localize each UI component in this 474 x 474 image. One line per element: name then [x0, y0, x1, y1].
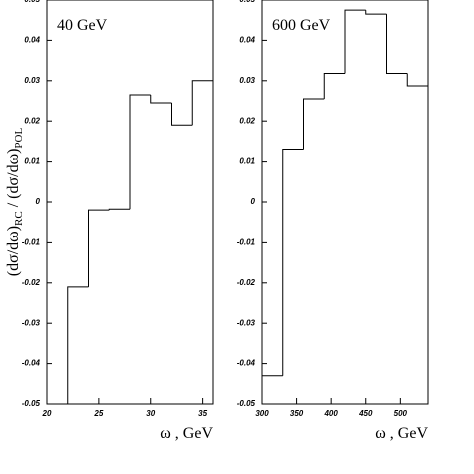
y-tick-label: 0.02 — [239, 116, 255, 125]
x-tick-label: 300 — [255, 409, 269, 418]
histogram-step — [67, 286, 89, 404]
y-tick-label: -0.01 — [22, 238, 41, 247]
y-tick-label: 0 — [36, 197, 41, 206]
y-tick-label: 0.01 — [239, 157, 255, 166]
histogram-step — [150, 94, 172, 104]
y-label-sub: POL — [13, 128, 25, 149]
histogram-step — [303, 98, 325, 150]
y-tick-label: -0.05 — [22, 399, 41, 408]
y-tick-label: 0.03 — [24, 76, 40, 85]
y-tick-label: 0 — [251, 197, 256, 206]
histogram-step — [386, 14, 408, 75]
annotation: 600 GeV — [272, 17, 331, 34]
y-tick-label: 0.04 — [239, 36, 255, 45]
y-tick-label: -0.03 — [22, 318, 41, 327]
y-tick-label: 0.05 — [239, 0, 255, 4]
histogram-step — [406, 73, 428, 87]
histogram-step — [344, 9, 366, 74]
histogram-step — [171, 103, 193, 126]
x-axis-label: ω , GeV — [160, 425, 213, 442]
y-tick-label: -0.05 — [237, 399, 256, 408]
histogram-step — [261, 375, 283, 404]
y-axis-label: (dσ/dω)RC / (dσ/dω)POL — [5, 128, 25, 277]
y-label-sub: RC — [13, 211, 25, 226]
x-tick-label: 350 — [290, 409, 304, 418]
y-tick-label: 0.02 — [24, 116, 40, 125]
annotation: 40 GeV — [57, 17, 108, 34]
y-tick-label: 0.01 — [24, 157, 40, 166]
y-tick-label: 0.03 — [239, 76, 255, 85]
x-tick-label: 450 — [358, 409, 373, 418]
y-tick-label: -0.03 — [237, 318, 256, 327]
y-tick-label: -0.04 — [22, 359, 41, 368]
y-tick-label: -0.01 — [237, 238, 256, 247]
histogram-step — [191, 80, 213, 126]
x-tick-label: 35 — [198, 409, 207, 418]
y-tick-label: 0.04 — [24, 36, 40, 45]
histogram-step — [365, 10, 387, 15]
y-tick-label: -0.02 — [237, 278, 256, 287]
x-tick-label: 400 — [323, 409, 338, 418]
y-label-part: (dσ/dω) — [5, 226, 22, 276]
x-tick-label: 25 — [93, 409, 103, 418]
histogram-step — [323, 73, 345, 99]
histogram-step — [88, 209, 110, 287]
x-tick-label: 20 — [42, 409, 52, 418]
y-tick-label: -0.04 — [237, 359, 256, 368]
x-tick-label: 30 — [146, 409, 155, 418]
histogram-step — [282, 148, 304, 376]
histogram-step — [108, 208, 130, 211]
x-axis-label: ω , GeV — [375, 425, 428, 442]
histogram-step — [129, 94, 151, 210]
y-tick-label: -0.02 — [22, 278, 41, 287]
y-tick-label: 0.05 — [24, 0, 40, 4]
y-label-part: / (dσ/dω) — [5, 149, 22, 212]
x-tick-label: 500 — [394, 409, 408, 418]
